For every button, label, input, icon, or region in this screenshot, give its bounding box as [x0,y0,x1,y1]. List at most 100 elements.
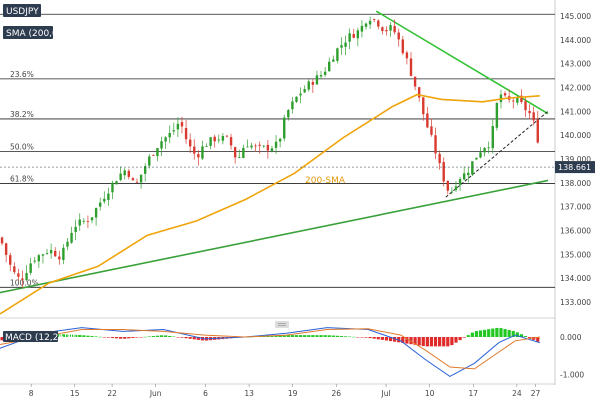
macd-histogram-bar [0,337,4,341]
candle-body [148,156,151,166]
macd-histogram-bar [159,335,164,337]
candle-body [454,186,458,190]
macd-histogram-bar [188,337,192,339]
macd-histogram-bar [507,329,511,337]
candle-body [532,112,535,121]
macd-histogram-bar [417,337,421,346]
candle-body [33,260,36,262]
macd-histogram-bar [405,337,409,344]
macd-histogram-bar [180,337,184,338]
y-tick-label: 133.000 [560,298,591,307]
candle-body [176,123,180,130]
candle-body [37,255,41,262]
candle-body [103,198,106,202]
candle-body [524,101,527,111]
macd-pane: 0.000 -1.000 [0,327,584,380]
macd-histogram-bar [536,337,540,342]
candle-body [328,61,331,72]
macd-histogram-bar [303,335,307,337]
macd-histogram-bar [327,335,331,337]
candle-body [111,182,114,193]
candle-body [352,33,355,38]
macd-histogram-bar [90,336,94,337]
candle-body [438,153,441,164]
macd-histogram-bar [119,337,123,339]
macd-histogram-bar [196,337,200,340]
macd-histogram-bar [462,337,466,338]
candle-body [49,249,53,254]
macd-histogram-bar [466,335,470,337]
x-tick-label: 8 [29,389,34,398]
candle-body [205,146,208,147]
macd-histogram-bar [348,336,352,338]
macd-line [0,327,540,377]
candle-body [512,100,515,102]
macd-histogram-bar [339,336,344,337]
candle-body [9,255,12,265]
macd-badge [3,331,58,342]
sma-line [0,93,540,315]
macd-histogram-bar [495,327,499,337]
macd-histogram-bar [343,336,348,337]
candle-body [467,172,470,176]
candle-body [340,45,343,48]
last-price-tag [555,161,595,174]
macd-histogram-bar [106,337,110,338]
x-tick-label: Jul [381,389,391,398]
candle-body [495,103,499,128]
macd-histogram-bar [483,329,487,337]
x-tick-label: 10 [425,389,435,398]
candle-body [86,221,90,223]
collapse-handle[interactable] [275,321,289,328]
candle-body [156,148,159,157]
candle-body [450,191,454,193]
macd-histogram-bar [294,335,299,337]
trendline-support [0,179,549,294]
macd-histogram-bar [380,337,384,340]
macd-histogram-bar [176,337,180,338]
macd-histogram-bar [65,334,70,337]
candle-body [98,202,102,207]
candle-body [13,266,16,273]
candle-body [115,181,118,185]
candle-body [66,241,69,247]
macd-histogram-bar [470,332,474,337]
y-tick-label: 135.000 [560,250,591,259]
candle-body [413,76,417,87]
candlesticks [0,16,539,288]
indicator-badge [3,26,53,39]
macd-y-tick-label: 0.000 [560,333,582,342]
candle-body [58,256,61,260]
y-tick-label: 137.000 [560,203,591,212]
candle-body [274,141,278,148]
sma-200-line [0,93,540,315]
y-tick-label: 143.000 [560,60,591,69]
macd-histogram-bar [384,337,389,341]
macd-histogram-bar [409,337,413,345]
candle-body [164,137,167,142]
fib-label: 23.6% [10,70,34,79]
candle-body [258,144,261,146]
candle-body [364,23,368,27]
candle-body [188,139,192,147]
candle-body [528,110,531,114]
macd-histogram-bar [491,328,495,337]
candle-body [225,135,229,137]
candle-body [307,81,310,90]
candle-body [458,179,462,185]
macd-histogram-bar [155,335,160,337]
candle-body [368,20,372,25]
macd-histogram-bar [266,335,270,337]
macd-label: MACD (12,26,9) [5,333,76,343]
candle-body [254,145,257,147]
candle-body [139,174,143,183]
macd-histogram-bar [61,334,65,337]
candle-body [430,126,433,135]
candle-body [434,135,437,154]
candle-body [201,146,204,159]
macd-histogram-bar [110,337,115,338]
macd-histogram-bar [376,337,380,340]
candle-body [70,232,73,243]
x-tick-label: 13 [244,389,254,398]
